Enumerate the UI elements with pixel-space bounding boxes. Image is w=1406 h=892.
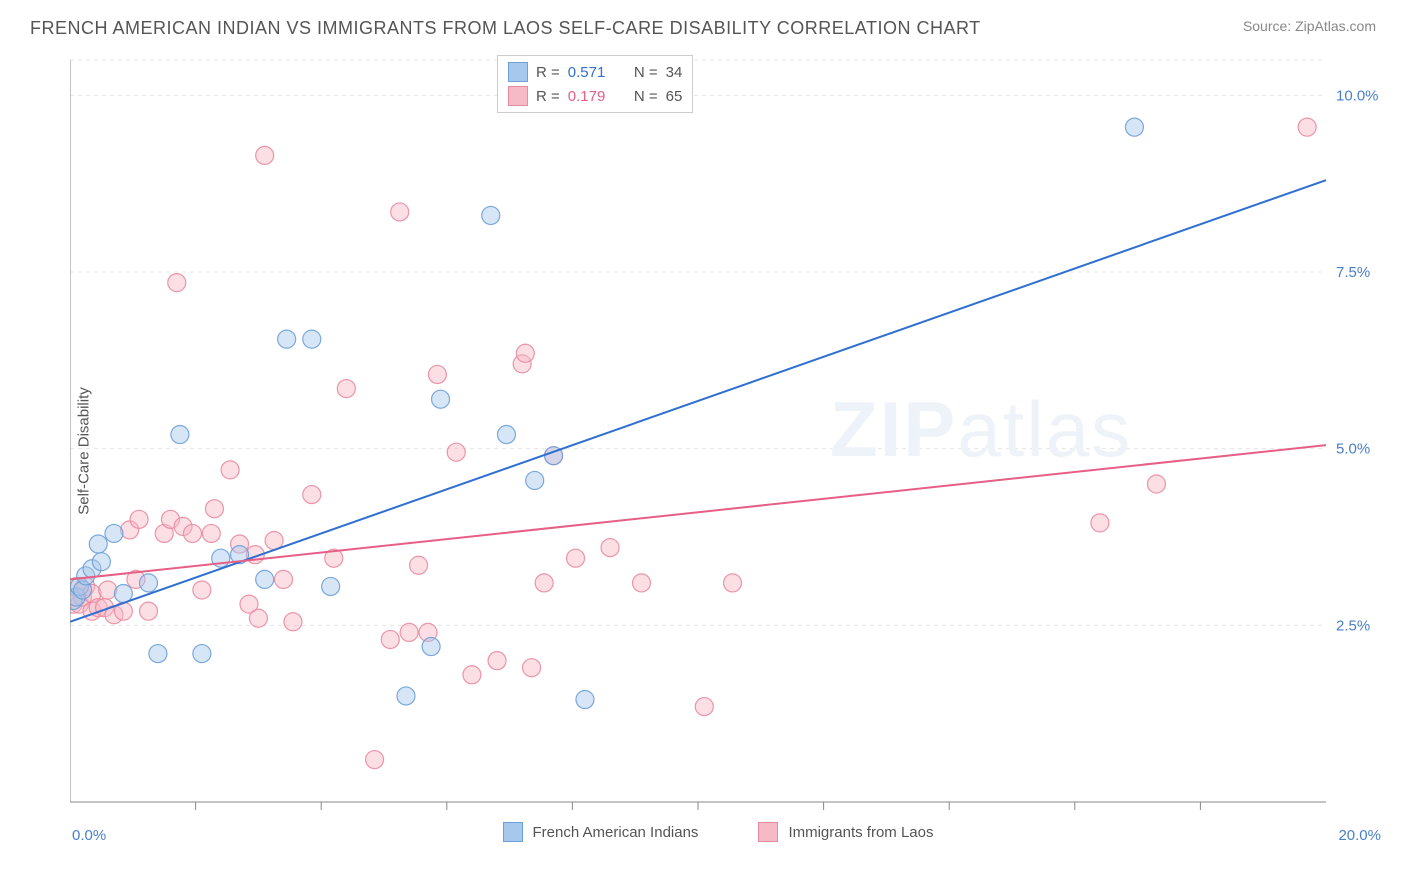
- legend-item: French American Indians: [503, 822, 699, 842]
- y-tick-label: 7.5%: [1336, 264, 1370, 281]
- legend-row: R = 0.571 N = 34: [508, 60, 682, 84]
- data-point: [140, 574, 158, 592]
- r-value: 0.571: [568, 64, 606, 81]
- legend-swatch: [508, 86, 528, 106]
- data-point: [397, 687, 415, 705]
- legend-label: Immigrants from Laos: [788, 824, 933, 841]
- n-value: 65: [666, 88, 683, 105]
- data-point: [337, 380, 355, 398]
- source-prefix: Source:: [1243, 18, 1295, 34]
- data-point: [567, 549, 585, 567]
- data-point: [497, 426, 515, 444]
- data-point: [256, 146, 274, 164]
- data-point: [202, 524, 220, 542]
- r-label: R =: [536, 88, 560, 105]
- data-point: [140, 602, 158, 620]
- data-point: [1091, 514, 1109, 532]
- data-point: [303, 330, 321, 348]
- r-label: R =: [536, 64, 560, 81]
- data-point: [526, 471, 544, 489]
- n-value: 34: [666, 64, 683, 81]
- data-point: [488, 652, 506, 670]
- data-point: [1125, 118, 1143, 136]
- data-point: [381, 630, 399, 648]
- watermark-light: atlas: [957, 385, 1132, 473]
- watermark-bold: ZIP: [830, 385, 957, 473]
- data-point: [193, 581, 211, 599]
- data-point: [428, 365, 446, 383]
- source-label: Source: ZipAtlas.com: [1243, 18, 1376, 34]
- data-point: [249, 609, 267, 627]
- data-point: [1147, 475, 1165, 493]
- data-point: [422, 637, 440, 655]
- data-point: [275, 570, 293, 588]
- data-point: [410, 556, 428, 574]
- data-point: [168, 274, 186, 292]
- data-point: [89, 535, 107, 553]
- data-point: [149, 645, 167, 663]
- legend-label: French American Indians: [533, 824, 699, 841]
- data-point: [284, 613, 302, 631]
- data-point: [92, 553, 110, 571]
- data-point: [695, 698, 713, 716]
- data-point: [432, 390, 450, 408]
- data-point: [303, 486, 321, 504]
- data-point: [601, 539, 619, 557]
- data-point: [278, 330, 296, 348]
- chart-title: FRENCH AMERICAN INDIAN VS IMMIGRANTS FRO…: [30, 18, 981, 39]
- source-link[interactable]: ZipAtlas.com: [1295, 18, 1376, 34]
- data-point: [221, 461, 239, 479]
- legend-row: R = 0.179 N = 65: [508, 84, 682, 108]
- n-label: N =: [634, 88, 658, 105]
- data-point: [171, 426, 189, 444]
- trend-line: [70, 445, 1326, 579]
- legend-item: Immigrants from Laos: [758, 822, 933, 842]
- legend-swatch: [508, 62, 528, 82]
- data-point: [535, 574, 553, 592]
- y-tick-label: 5.0%: [1336, 441, 1370, 458]
- svg-text:ZIPatlas: ZIPatlas: [830, 385, 1132, 473]
- data-point: [400, 623, 418, 641]
- data-point: [447, 443, 465, 461]
- y-tick-label: 10.0%: [1336, 87, 1378, 104]
- trend-line: [70, 180, 1326, 622]
- data-point: [391, 203, 409, 221]
- legend-swatch: [503, 822, 523, 842]
- data-point: [576, 690, 594, 708]
- data-point: [366, 751, 384, 769]
- data-point: [1298, 118, 1316, 136]
- y-tick-label: 2.5%: [1336, 617, 1370, 634]
- data-point: [482, 206, 500, 224]
- data-point: [724, 574, 742, 592]
- data-point: [322, 577, 340, 595]
- r-value: 0.179: [568, 88, 606, 105]
- chart-area: Self-Care Disability ZIPatlas 2.5%5.0%7.…: [50, 50, 1386, 852]
- n-label: N =: [634, 64, 658, 81]
- data-point: [105, 524, 123, 542]
- data-point: [130, 510, 148, 528]
- data-point: [632, 574, 650, 592]
- data-point: [183, 524, 201, 542]
- legend-swatch: [758, 822, 778, 842]
- scatter-plot: ZIPatlas 2.5% 5.0% 7.5% 10.0%: [70, 50, 1386, 812]
- data-point: [463, 666, 481, 684]
- data-point: [523, 659, 541, 677]
- data-point: [516, 344, 534, 362]
- data-point: [99, 581, 117, 599]
- data-point: [193, 645, 211, 663]
- data-point: [205, 500, 223, 518]
- correlation-legend: R = 0.571 N = 34 R = 0.179 N = 65: [497, 55, 693, 113]
- data-point: [256, 570, 274, 588]
- series-legend: French American Indians Immigrants from L…: [50, 812, 1386, 852]
